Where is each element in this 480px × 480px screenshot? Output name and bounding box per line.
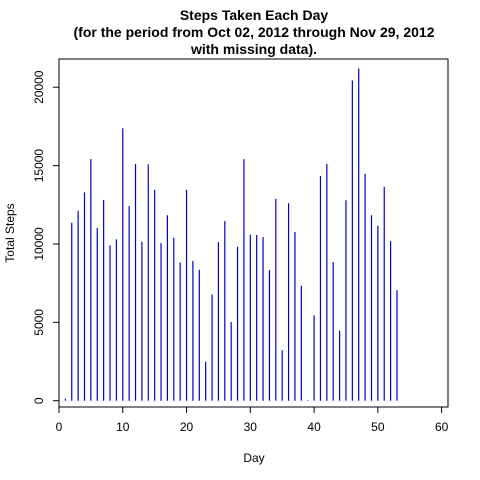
chart-title-line-2: (for the period from Oct 02, 2012 throug… xyxy=(74,24,435,40)
chart-title-line-1: Steps Taken Each Day xyxy=(180,7,329,23)
y-tick-label-0: 0 xyxy=(32,397,46,404)
y-tick-label-15000: 15000 xyxy=(32,149,46,183)
x-tick-label-20: 20 xyxy=(180,420,194,434)
bar-series xyxy=(64,68,398,401)
x-tick-label-50: 50 xyxy=(371,420,385,434)
x-axis: 0 10 20 30 40 50 60 xyxy=(56,407,449,434)
x-tick-label-40: 40 xyxy=(307,420,321,434)
y-axis-label: Total Steps xyxy=(3,203,17,262)
plot-frame xyxy=(58,58,449,408)
x-tick-label-0: 0 xyxy=(56,420,63,434)
x-tick-label-60: 60 xyxy=(435,420,449,434)
y-tick-label-5000: 5000 xyxy=(32,309,46,336)
y-axis: 0 5000 10000 15000 20000 xyxy=(32,70,59,404)
y-tick-label-10000: 10000 xyxy=(32,227,46,261)
y-tick-label-20000: 20000 xyxy=(32,70,46,104)
chart-title-line-3: with missing data). xyxy=(190,41,317,57)
x-tick-label-10: 10 xyxy=(116,420,130,434)
x-axis-label: Day xyxy=(243,451,264,465)
x-tick-label-30: 30 xyxy=(244,420,258,434)
